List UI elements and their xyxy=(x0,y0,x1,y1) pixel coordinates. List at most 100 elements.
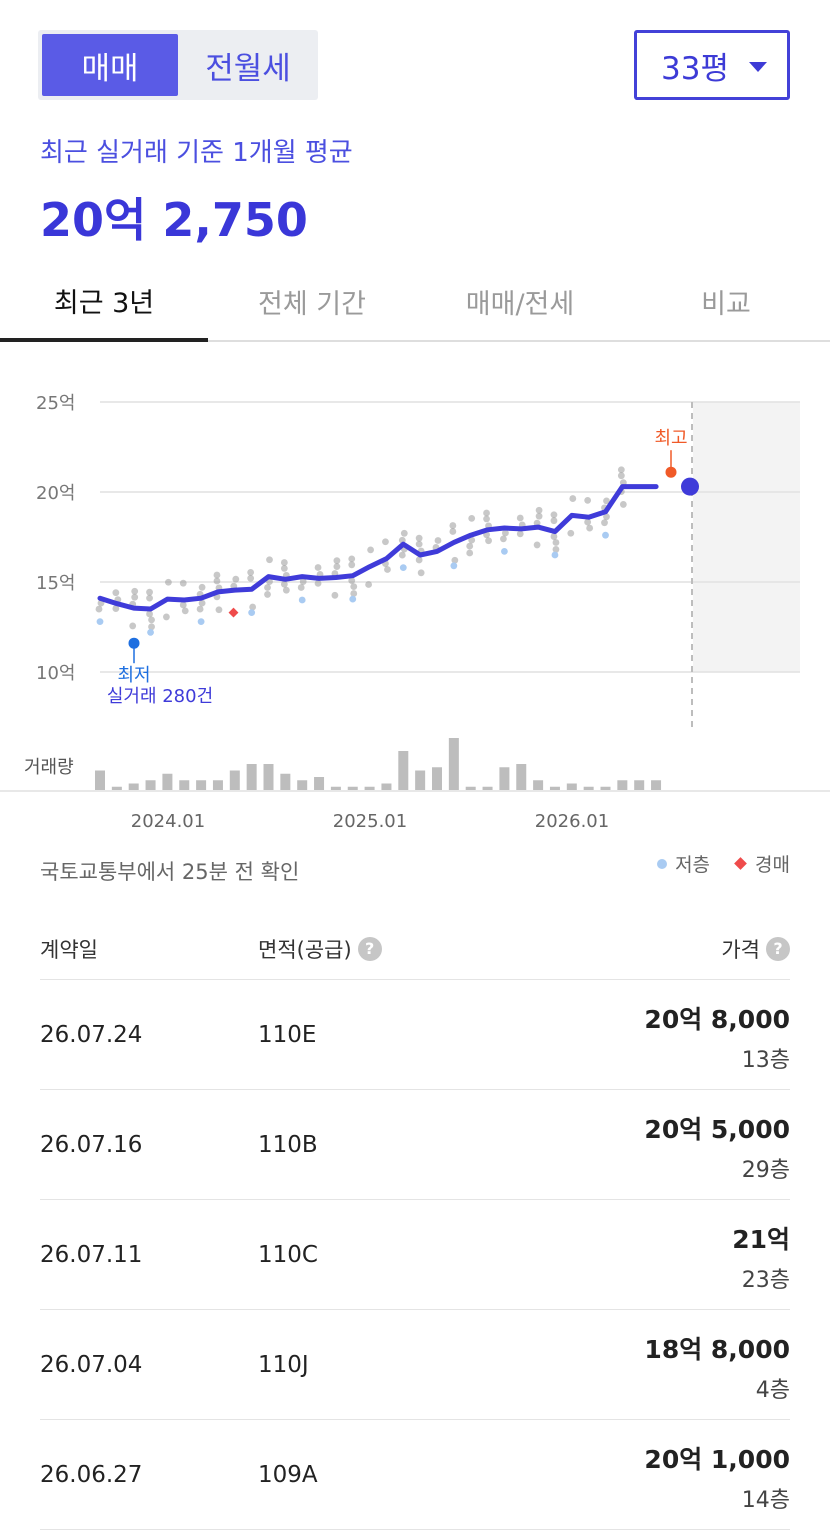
volume-bar xyxy=(432,767,442,790)
trade-point xyxy=(146,594,153,602)
trade-point xyxy=(148,623,155,631)
trade-point xyxy=(348,577,356,585)
table-row[interactable]: 26.06.27 109A 20억 1,000 14층 xyxy=(40,1420,790,1530)
y-tick-label: 25억 xyxy=(36,393,75,414)
tab-sale-jeonse[interactable]: 매매/전세 xyxy=(465,288,575,320)
low-floor-point xyxy=(501,548,508,555)
table-row[interactable]: 26.07.11 110C 21억 23층 xyxy=(40,1200,790,1310)
y-tick-label: 15억 xyxy=(36,573,75,594)
period-tabs: 최근 3년 전체 기간 매매/전세 비교 xyxy=(0,262,830,342)
current-point xyxy=(681,477,699,496)
rent-tab-button[interactable]: 전월세 xyxy=(205,50,291,87)
trade-point xyxy=(112,605,120,612)
average-value: 20억 2,750 xyxy=(40,193,308,247)
auction-diamond-icon xyxy=(734,857,747,870)
trade-point xyxy=(348,561,356,569)
trade-point xyxy=(434,537,442,544)
trade-point xyxy=(146,610,153,618)
header-area-label: 면적(공급) xyxy=(258,938,352,962)
volume-bar xyxy=(212,780,223,790)
trade-point xyxy=(282,586,290,594)
trade-point xyxy=(451,556,459,564)
price-chart[interactable]: 25억 20억 15억 10억 최고 최저 실거래 280건 2024.01 2025.01 20… xyxy=(0,370,830,840)
volume-bar xyxy=(482,786,493,790)
trade-point xyxy=(179,601,187,609)
row-date: 26.07.04 xyxy=(40,1352,143,1378)
volume-bar xyxy=(465,786,476,790)
trade-point xyxy=(333,563,341,571)
trade-point xyxy=(535,512,543,520)
trade-point xyxy=(249,603,257,611)
low-floor-point xyxy=(602,531,609,539)
trade-point xyxy=(146,588,153,596)
trade-point xyxy=(603,497,610,505)
transaction-table: 계약일 면적(공급) ? 가격 ? 26.07.24 110E 20억 8,00… xyxy=(40,912,790,1530)
low-floor-point xyxy=(197,618,205,625)
row-price: 20억 8,000 xyxy=(644,1005,790,1034)
trade-point xyxy=(148,616,155,624)
table-row[interactable]: 26.07.16 110B 20억 5,000 29층 xyxy=(40,1090,790,1200)
volume-bar xyxy=(229,770,240,790)
volume-bar xyxy=(448,738,459,790)
volume-bar xyxy=(246,764,257,790)
trade-point xyxy=(314,564,322,571)
volume-bar xyxy=(398,751,409,790)
legend-auction: 경매 xyxy=(755,854,790,876)
size-dropdown-value: 33평 xyxy=(661,50,729,87)
trade-point xyxy=(196,605,204,613)
trade-point xyxy=(569,495,577,502)
trade-point xyxy=(198,583,206,591)
trade-point xyxy=(603,513,610,521)
trade-point xyxy=(129,622,137,630)
volume-bar xyxy=(600,786,611,790)
average-line xyxy=(97,484,659,612)
volume-bar xyxy=(516,764,527,790)
trade-point xyxy=(131,587,139,595)
table-row[interactable]: 26.07.04 110J 18억 8,000 4층 xyxy=(40,1310,790,1420)
trade-point xyxy=(415,556,423,564)
help-icon[interactable]: ? xyxy=(766,937,790,961)
row-area: 109A xyxy=(258,1462,318,1488)
row-date: 26.06.27 xyxy=(40,1462,143,1488)
volume-bar xyxy=(263,764,274,790)
source-note: 국토교통부에서 25분 전 확인 xyxy=(40,860,300,884)
table-header: 계약일 면적(공급) ? 가격 ? xyxy=(40,912,790,980)
trade-point xyxy=(181,607,189,615)
tab-all-period[interactable]: 전체 기간 xyxy=(258,288,366,320)
future-region xyxy=(693,402,800,672)
trade-type-toggle: 매매 전월세 xyxy=(38,30,318,100)
trade-point xyxy=(584,518,592,526)
volume-bar xyxy=(617,780,628,790)
trade-point xyxy=(264,584,271,591)
trade-point xyxy=(601,519,608,527)
row-area: 110J xyxy=(258,1352,309,1378)
volume-bar xyxy=(381,783,392,790)
volume-bar xyxy=(314,777,325,790)
size-dropdown[interactable]: 33평 xyxy=(634,30,790,100)
help-icon[interactable]: ? xyxy=(357,937,382,961)
tab-recent-3y[interactable]: 최근 3년 xyxy=(0,262,208,342)
x-tick-label: 2025.01 xyxy=(333,811,407,832)
volume-bar xyxy=(634,780,645,790)
trade-point xyxy=(333,557,341,565)
trade-point xyxy=(398,551,406,559)
trade-point xyxy=(468,536,476,544)
tab-compare[interactable]: 비교 xyxy=(701,288,751,320)
trade-point xyxy=(264,591,271,598)
row-date: 26.07.11 xyxy=(40,1242,143,1268)
sale-tab-button[interactable]: 매매 xyxy=(42,34,178,96)
row-price: 20억 1,000 xyxy=(644,1445,790,1474)
volume-bar xyxy=(415,770,426,790)
table-row[interactable]: 26.07.24 110E 20억 8,000 13층 xyxy=(40,980,790,1090)
trade-point xyxy=(483,509,490,517)
trade-point xyxy=(280,565,288,572)
volume-bar xyxy=(179,780,190,790)
trade-point xyxy=(617,466,625,474)
trade-point xyxy=(552,546,560,553)
y-tick-label: 10억 xyxy=(36,663,75,684)
row-floor: 13층 xyxy=(741,1048,790,1073)
trade-point xyxy=(280,559,288,566)
row-price: 20억 5,000 xyxy=(644,1115,790,1144)
row-floor: 14층 xyxy=(741,1488,790,1513)
